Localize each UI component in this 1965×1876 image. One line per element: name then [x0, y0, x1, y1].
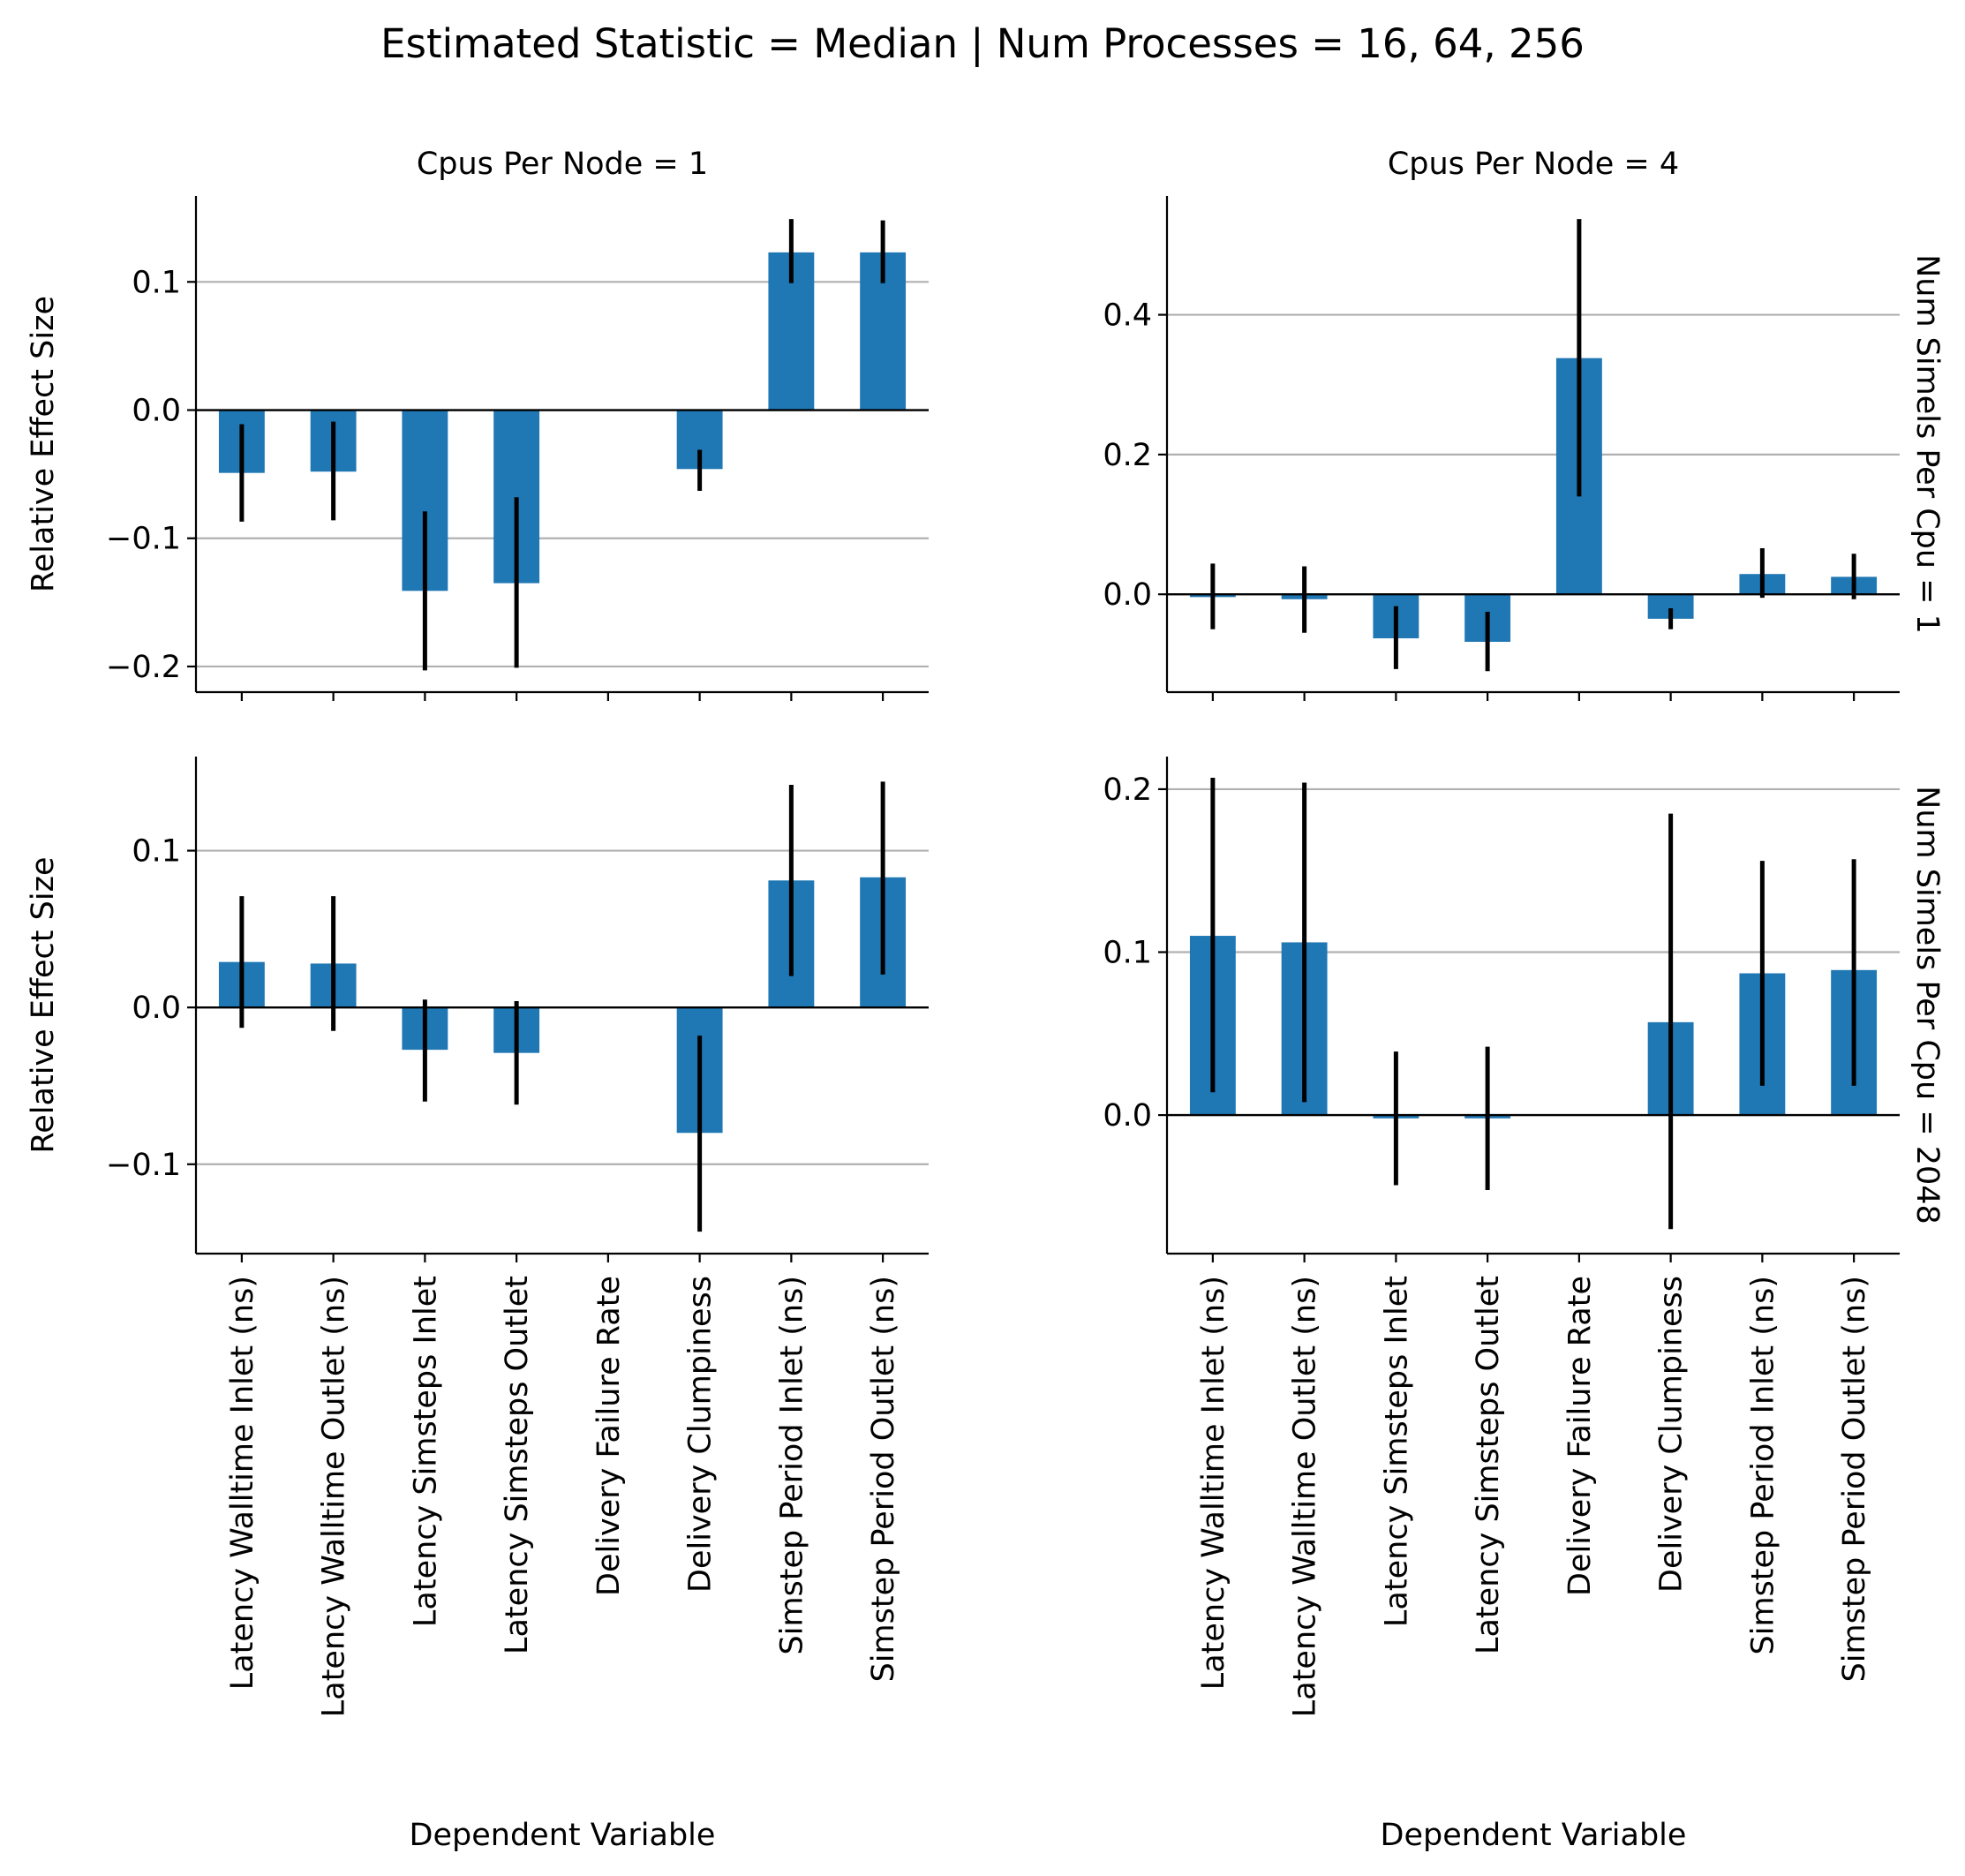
panel-4: 0.0 0.1 0.2 Latency Walltime Inlet (ns) Late… — [1103, 757, 1945, 1853]
row-label: Num Simels Per Cpu = 2048 — [1909, 786, 1945, 1224]
y-tick-label: 0.2 — [1103, 772, 1152, 808]
y-tick-label: 0.4 — [1103, 298, 1152, 334]
y-tick-label: 0.0 — [132, 394, 181, 429]
y-tick-label: 0.1 — [1103, 936, 1152, 971]
y-tick-label: 0.2 — [1103, 438, 1152, 473]
x-tick-label: Delivery Clumpiness — [683, 1276, 719, 1593]
x-tick-label: Simstep Period Inlet (ns) — [1745, 1276, 1781, 1654]
x-axis-label: Dependent Variable — [410, 1818, 716, 1853]
panel-3: −0.1 0.0 0.1 Latency Walltime Inlet (ns) Lat… — [26, 757, 929, 1853]
facet-panels: −0.2 −0.1 0.0 0.1 Relative Effect Size Cpus P… — [26, 147, 1945, 1853]
x-tick-label: Latency Simsteps Inlet — [408, 1276, 443, 1627]
x-tick-label: Latency Simsteps Outlet — [1471, 1276, 1506, 1654]
panel-2: 0.0 0.2 0.4 Cpus Per Node = 4 Num Simels Per… — [1103, 147, 1945, 701]
panel-title: Cpus Per Node = 1 — [417, 147, 708, 182]
figure-suptitle: Estimated Statistic = Median | Num Proce… — [380, 20, 1585, 67]
x-tick-label: Latency Walltime Inlet (ns) — [225, 1276, 260, 1690]
y-axis-label: Relative Effect Size — [26, 857, 61, 1154]
x-tick-label: Latency Walltime Outlet (ns) — [317, 1276, 352, 1717]
x-tick-label: Simstep Period Inlet (ns) — [774, 1276, 809, 1654]
x-tick-label: Latency Walltime Outlet (ns) — [1288, 1276, 1323, 1717]
y-axis-label: Relative Effect Size — [26, 296, 61, 592]
panel-title: Cpus Per Node = 4 — [1388, 147, 1679, 182]
x-tick-label: Simstep Period Outlet (ns) — [866, 1276, 901, 1682]
y-tick-label: −0.1 — [106, 1148, 181, 1183]
x-axis-label: Dependent Variable — [1381, 1818, 1687, 1853]
y-tick-label: 0.1 — [132, 834, 181, 870]
x-tick-label: Simstep Period Outlet (ns) — [1837, 1276, 1872, 1682]
x-tick-label: Delivery Clumpiness — [1654, 1276, 1690, 1593]
x-tick-label: Latency Simsteps Inlet — [1379, 1276, 1414, 1627]
y-tick-label: 0.1 — [132, 265, 181, 300]
y-tick-label: 0.0 — [1103, 1098, 1152, 1134]
y-tick-label: 0.0 — [132, 991, 181, 1026]
x-tick-label: Latency Walltime Inlet (ns) — [1196, 1276, 1231, 1690]
panel-1: −0.2 −0.1 0.0 0.1 Relative Effect Size Cpus P… — [26, 147, 929, 701]
y-tick-label: 0.0 — [1103, 577, 1152, 613]
y-tick-label: −0.1 — [106, 522, 181, 557]
x-tick-label: Latency Simsteps Outlet — [500, 1276, 535, 1654]
y-tick-label: −0.2 — [106, 650, 181, 685]
x-tick-label: Delivery Failure Rate — [1562, 1276, 1598, 1596]
x-tick-label: Delivery Failure Rate — [591, 1276, 627, 1596]
row-label: Num Simels Per Cpu = 1 — [1909, 254, 1945, 634]
